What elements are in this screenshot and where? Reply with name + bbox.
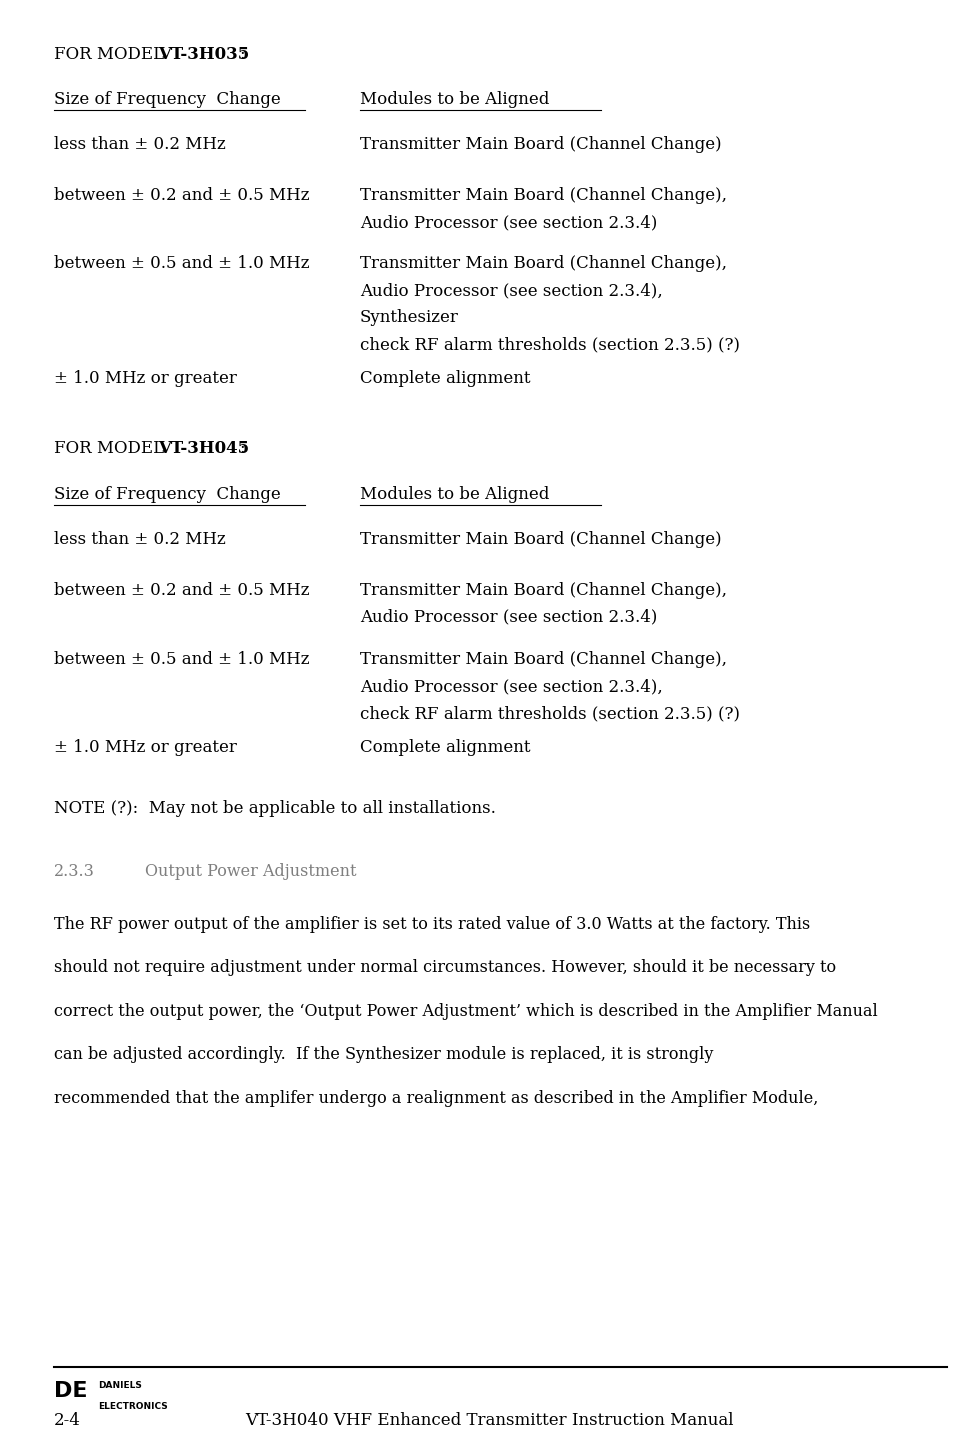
Text: 2.3.3: 2.3.3	[54, 863, 95, 881]
Text: DANIELS: DANIELS	[98, 1381, 142, 1390]
Text: :: :	[239, 46, 245, 64]
Text: between ± 0.2 and ± 0.5 MHz: between ± 0.2 and ± 0.5 MHz	[54, 187, 309, 205]
Text: VT-3H045: VT-3H045	[158, 440, 249, 457]
Text: Size of Frequency  Change: Size of Frequency Change	[54, 91, 280, 109]
Text: less than ± 0.2 MHz: less than ± 0.2 MHz	[54, 531, 226, 548]
Text: can be adjusted accordingly.  If the Synthesizer module is replaced, it is stron: can be adjusted accordingly. If the Synt…	[54, 1046, 712, 1064]
Text: Size of Frequency  Change: Size of Frequency Change	[54, 486, 280, 503]
Text: Transmitter Main Board (Channel Change): Transmitter Main Board (Channel Change)	[360, 531, 721, 548]
Text: check RF alarm thresholds (section 2.3.5) (?): check RF alarm thresholds (section 2.3.5…	[360, 337, 740, 353]
Text: Audio Processor (see section 2.3.4): Audio Processor (see section 2.3.4)	[360, 215, 657, 231]
Text: FOR MODEL: FOR MODEL	[54, 440, 169, 457]
Text: Complete alignment: Complete alignment	[360, 739, 530, 756]
Text: Synthesizer: Synthesizer	[360, 309, 458, 326]
Text: Transmitter Main Board (Channel Change),: Transmitter Main Board (Channel Change),	[360, 582, 726, 599]
Text: The RF power output of the amplifier is set to its rated value of 3.0 Watts at t: The RF power output of the amplifier is …	[54, 916, 809, 933]
Text: Complete alignment: Complete alignment	[360, 370, 530, 387]
Text: between ± 0.5 and ± 1.0 MHz: between ± 0.5 and ± 1.0 MHz	[54, 651, 309, 669]
Text: NOTE (?):  May not be applicable to all installations.: NOTE (?): May not be applicable to all i…	[54, 800, 495, 817]
Text: :: :	[239, 440, 245, 457]
Text: should not require adjustment under normal circumstances. However, should it be : should not require adjustment under norm…	[54, 959, 835, 977]
Text: Modules to be Aligned: Modules to be Aligned	[360, 91, 549, 109]
Text: ELECTRONICS: ELECTRONICS	[98, 1402, 167, 1410]
Text: VT-3H035: VT-3H035	[158, 46, 249, 64]
Text: Output Power Adjustment: Output Power Adjustment	[145, 863, 356, 881]
Text: less than ± 0.2 MHz: less than ± 0.2 MHz	[54, 136, 226, 154]
Text: check RF alarm thresholds (section 2.3.5) (?): check RF alarm thresholds (section 2.3.5…	[360, 705, 740, 723]
Text: ± 1.0 MHz or greater: ± 1.0 MHz or greater	[54, 370, 236, 387]
Text: 2-4: 2-4	[54, 1412, 80, 1429]
Text: Audio Processor (see section 2.3.4): Audio Processor (see section 2.3.4)	[360, 609, 657, 625]
Text: between ± 0.2 and ± 0.5 MHz: between ± 0.2 and ± 0.5 MHz	[54, 582, 309, 599]
Text: Modules to be Aligned: Modules to be Aligned	[360, 486, 549, 503]
Text: VT-3H040 VHF Enhanced Transmitter Instruction Manual: VT-3H040 VHF Enhanced Transmitter Instru…	[244, 1412, 733, 1429]
Text: DE: DE	[54, 1381, 87, 1402]
Text: correct the output power, the ‘Output Power Adjustment’ which is described in th: correct the output power, the ‘Output Po…	[54, 1003, 876, 1020]
Text: Transmitter Main Board (Channel Change),: Transmitter Main Board (Channel Change),	[360, 651, 726, 669]
Text: ± 1.0 MHz or greater: ± 1.0 MHz or greater	[54, 739, 236, 756]
Text: Audio Processor (see section 2.3.4),: Audio Processor (see section 2.3.4),	[360, 281, 662, 299]
Text: recommended that the amplifer undergo a realignment as described in the Amplifie: recommended that the amplifer undergo a …	[54, 1090, 818, 1107]
Text: between ± 0.5 and ± 1.0 MHz: between ± 0.5 and ± 1.0 MHz	[54, 255, 309, 273]
Text: Transmitter Main Board (Channel Change): Transmitter Main Board (Channel Change)	[360, 136, 721, 154]
Text: FOR MODEL: FOR MODEL	[54, 46, 169, 64]
Text: Audio Processor (see section 2.3.4),: Audio Processor (see section 2.3.4),	[360, 678, 662, 695]
Text: Transmitter Main Board (Channel Change),: Transmitter Main Board (Channel Change),	[360, 255, 726, 273]
Text: Transmitter Main Board (Channel Change),: Transmitter Main Board (Channel Change),	[360, 187, 726, 205]
